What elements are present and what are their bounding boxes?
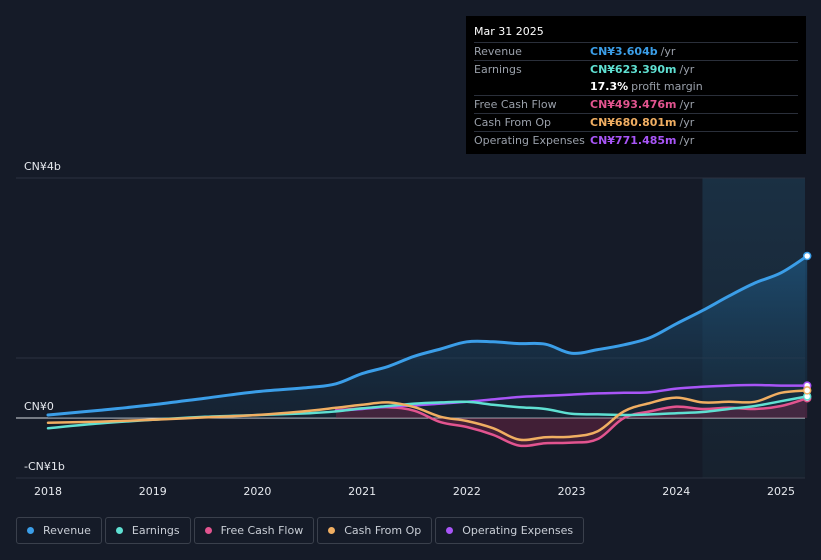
tooltip-row: Operating Expenses CN¥771.485m/yr bbox=[474, 131, 798, 149]
tooltip-row-label: Earnings bbox=[474, 63, 522, 76]
legend-label: Revenue bbox=[43, 524, 91, 537]
tooltip-row: Revenue CN¥3.604b/yr bbox=[474, 42, 798, 60]
legend-label: Free Cash Flow bbox=[220, 524, 304, 537]
legend-label: Earnings bbox=[131, 524, 180, 537]
series-line-cash-from-op bbox=[46, 389, 809, 442]
tooltip-row-unit: /yr bbox=[660, 45, 676, 58]
legend-dot-icon bbox=[27, 527, 34, 534]
x-tick-label: 2019 bbox=[139, 485, 167, 498]
tooltip-row: Cash From Op CN¥680.801m/yr bbox=[474, 113, 798, 131]
legend-dot-icon bbox=[115, 527, 123, 534]
legend-item-revenue[interactable]: Revenue bbox=[16, 517, 102, 544]
area-revenue bbox=[48, 256, 808, 418]
legend-item-operating-expenses[interactable]: Operating Expenses bbox=[435, 517, 585, 544]
x-tick-label: 2018 bbox=[34, 485, 62, 498]
tooltip-row-value: CN¥493.476m bbox=[590, 98, 677, 111]
tooltip-row-label: Operating Expenses bbox=[474, 134, 585, 147]
x-tick-label: 2023 bbox=[558, 485, 586, 498]
legend-item-cash-from-op[interactable]: Cash From Op bbox=[317, 517, 433, 544]
tooltip-date: Mar 31 2025 bbox=[474, 25, 544, 38]
tooltip-row-unit: /yr bbox=[679, 63, 695, 76]
tooltip-row-value: CN¥3.604b bbox=[590, 45, 658, 58]
tooltip-row-label: Free Cash Flow bbox=[474, 98, 557, 111]
legend-label: Cash From Op bbox=[344, 524, 422, 537]
tooltip-row: Earnings CN¥623.390m/yr bbox=[474, 60, 798, 78]
tooltip-row-value: CN¥623.390m bbox=[590, 63, 677, 76]
tooltip-row: Free Cash Flow CN¥493.476m/yr bbox=[474, 95, 798, 113]
legend-item-earnings[interactable]: Earnings bbox=[104, 517, 191, 544]
tooltip-row: 17.3% profit margin bbox=[474, 78, 798, 95]
endpoint-cash-from-op bbox=[802, 386, 812, 395]
tooltip-row-unit: /yr bbox=[679, 98, 695, 111]
legend-item-free-cash-flow[interactable]: Free Cash Flow bbox=[193, 517, 315, 544]
area-free-cash-flow bbox=[335, 398, 808, 446]
x-tick-label: 2025 bbox=[767, 485, 795, 498]
tooltip-row-value: 17.3% bbox=[590, 80, 629, 93]
series-line-operating-expenses bbox=[334, 383, 809, 413]
x-tick-label: 2022 bbox=[453, 485, 481, 498]
tooltip-row-label: Cash From Op bbox=[474, 116, 552, 129]
legend-dot-icon bbox=[446, 527, 454, 534]
tooltip-row-label bbox=[474, 78, 590, 95]
series-line-revenue bbox=[46, 254, 809, 417]
x-tick-label: 2024 bbox=[662, 485, 690, 498]
tooltip-row-label: Revenue bbox=[474, 45, 522, 58]
legend-dot-icon bbox=[204, 527, 212, 534]
tooltip-row-value: CN¥771.485m bbox=[590, 134, 677, 147]
x-tick-label: 2021 bbox=[348, 485, 376, 498]
legend: Revenue Earnings Free Cash Flow Cash From O… bbox=[16, 517, 587, 545]
legend-dot-icon bbox=[328, 527, 336, 534]
endpoint-revenue bbox=[802, 251, 812, 261]
y-axis-label: CN¥0 bbox=[24, 400, 54, 413]
legend-label: Operating Expenses bbox=[462, 524, 574, 537]
x-tick-label: 2020 bbox=[243, 485, 271, 498]
y-axis-label: -CN¥1b bbox=[24, 460, 65, 473]
tooltip-row-unit: /yr bbox=[679, 116, 695, 129]
tooltip-row-unit: /yr bbox=[679, 134, 695, 147]
y-axis-label: CN¥4b bbox=[24, 160, 61, 173]
tooltip-panel: Mar 31 2025 Revenue CN¥3.604b/yr Earnings C… bbox=[466, 16, 806, 154]
tooltip-row-value: CN¥680.801m bbox=[590, 116, 677, 129]
tooltip-row-unit: profit margin bbox=[631, 80, 703, 93]
